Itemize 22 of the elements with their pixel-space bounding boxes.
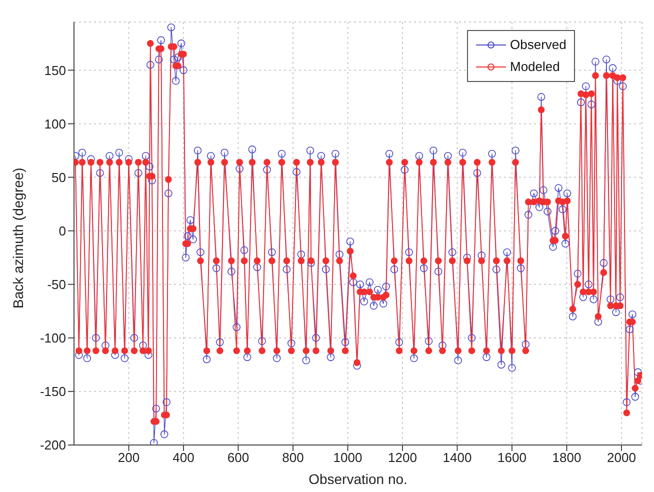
y-tick-label: 100 [44, 116, 66, 132]
y-tick-label: 150 [44, 62, 66, 78]
y-tick-label: -150 [40, 384, 66, 400]
legend-label: Observed [510, 36, 566, 54]
y-tick-label: 50 [52, 170, 66, 185]
y-tick-label: -100 [40, 330, 66, 346]
x-tick-label: 1400 [442, 450, 472, 466]
legend-label: Modeled [510, 58, 560, 76]
x-tick-label: 2000 [607, 450, 636, 466]
x-tick-label: 400 [172, 450, 194, 466]
y-tick-label: 0 [58, 223, 66, 238]
x-tick-label: 1000 [333, 450, 362, 466]
y-axis-title: Back azimuth (degree) [10, 168, 26, 308]
x-tick-label: 1800 [552, 450, 582, 466]
x-tick-label: 200 [118, 450, 140, 466]
y-tick-label: -50 [47, 276, 66, 292]
x-tick-label: 600 [227, 450, 250, 466]
x-tick-label: 1200 [388, 450, 417, 466]
x-tick-label: 800 [282, 450, 304, 466]
x-tick-label: 1600 [498, 450, 526, 466]
x-axis-title: Observation no. [308, 471, 408, 487]
y-tick-label: -200 [40, 438, 66, 453]
